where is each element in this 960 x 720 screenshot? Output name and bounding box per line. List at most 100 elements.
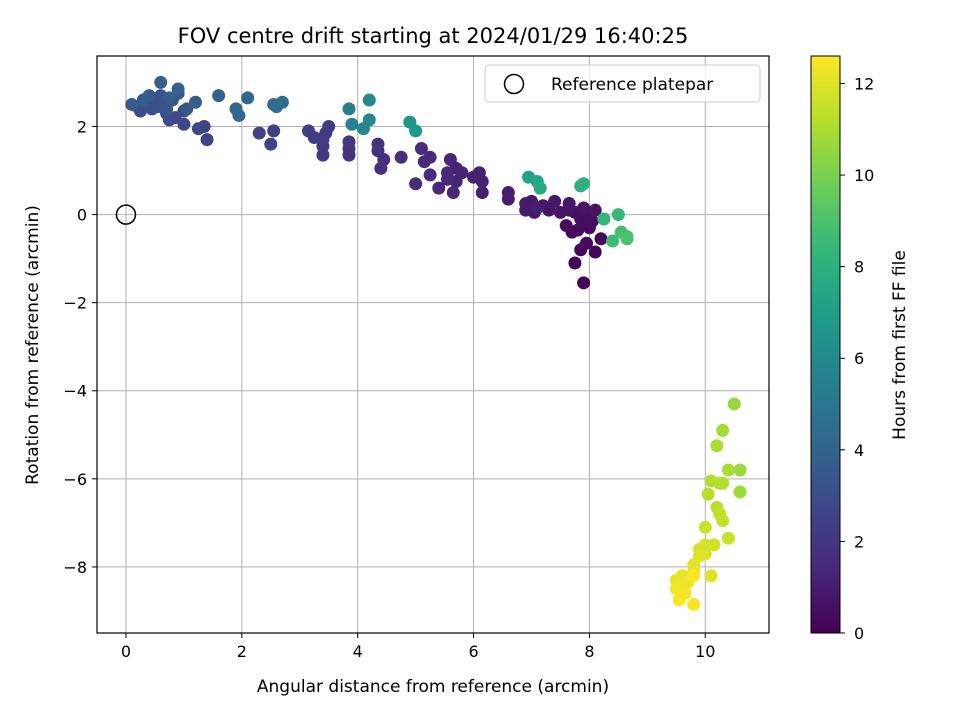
data-point	[275, 95, 289, 109]
y-axis-title: Rotation from reference (arcmin)	[23, 205, 43, 485]
data-point	[716, 514, 730, 528]
data-points	[115, 75, 747, 611]
data-point	[443, 153, 457, 167]
data-point	[475, 186, 489, 200]
colorbar: Hours from first FF file 0 2 4 6 8 10 12	[810, 55, 910, 643]
data-point	[687, 569, 701, 583]
x-tick-label: 0	[121, 642, 131, 661]
legend-reference-marker	[503, 73, 525, 95]
y-tick-label: −4	[63, 382, 87, 401]
data-point	[733, 463, 747, 477]
data-point	[721, 531, 735, 545]
data-point	[371, 137, 385, 151]
data-point	[162, 91, 176, 105]
data-point	[342, 102, 356, 116]
data-point	[562, 197, 576, 211]
axes: 0 2 4 6 8 10 −8 −6 −4 −2 0 2	[63, 55, 770, 661]
data-point	[716, 423, 730, 437]
colorbar-tick-label: 0	[854, 624, 864, 643]
x-tick-label: 6	[468, 642, 478, 661]
data-point	[264, 137, 278, 151]
data-point	[467, 170, 481, 184]
x-axis-title: Angular distance from reference (arcmin)	[257, 677, 609, 697]
data-point	[588, 203, 602, 217]
data-point	[252, 126, 266, 140]
colorbar-tick-label: 2	[854, 532, 864, 551]
data-point	[701, 487, 715, 501]
data-point	[232, 108, 246, 122]
chart-title: FOV centre drift starting at 2024/01/29 …	[178, 24, 689, 48]
data-point	[606, 234, 620, 248]
data-point	[394, 150, 408, 164]
y-tick-label: 0	[77, 206, 87, 225]
reference-point-marker	[115, 204, 137, 225]
data-point	[594, 232, 608, 246]
data-point	[414, 141, 428, 155]
y-tick-label: −2	[63, 294, 87, 313]
data-point	[533, 181, 547, 195]
data-point	[559, 219, 573, 233]
data-point	[342, 135, 356, 149]
data-point	[374, 161, 388, 175]
colorbar-tick-label: 12	[854, 74, 874, 93]
data-point	[672, 593, 686, 607]
legend: Reference platepar	[484, 64, 761, 103]
data-point	[267, 124, 281, 138]
data-point	[620, 232, 634, 246]
colorbar-tick-label: 4	[854, 441, 864, 460]
colorbar-label: Hours from first FF file	[890, 250, 910, 440]
x-tick-label: 4	[353, 642, 363, 661]
data-point	[733, 485, 747, 499]
x-tick-label: 10	[695, 642, 715, 661]
data-point	[200, 133, 214, 147]
legend-entry-reference: Reference platepar	[551, 75, 713, 95]
data-point	[188, 95, 202, 109]
data-point	[548, 194, 562, 208]
data-point	[345, 117, 359, 131]
data-point	[577, 177, 591, 191]
data-point	[191, 122, 205, 136]
data-point	[568, 256, 582, 270]
data-point	[171, 82, 185, 96]
colorbar-gradient	[810, 55, 841, 634]
data-point	[588, 245, 602, 259]
data-point	[553, 205, 567, 219]
data-point	[580, 236, 594, 250]
data-point	[501, 186, 515, 200]
data-point	[698, 520, 712, 534]
data-point	[530, 201, 544, 215]
data-point	[423, 150, 437, 164]
data-point	[432, 181, 446, 195]
y-tick-label: 2	[77, 117, 87, 136]
y-tick-label: −8	[63, 558, 87, 577]
data-point	[362, 93, 376, 107]
data-point	[362, 113, 376, 127]
data-point	[423, 168, 437, 182]
data-point	[727, 397, 741, 411]
data-point	[409, 177, 423, 191]
data-point	[710, 439, 724, 453]
data-point	[301, 124, 315, 138]
data-point	[577, 201, 591, 215]
data-point	[716, 476, 730, 490]
data-point	[440, 166, 454, 180]
colorbar-tick-label: 8	[854, 258, 864, 277]
x-tick-label: 2	[237, 642, 247, 661]
data-point	[212, 89, 226, 103]
data-point	[721, 463, 735, 477]
data-point	[125, 97, 139, 111]
data-point	[142, 89, 156, 103]
colorbar-tick-label: 6	[854, 349, 864, 368]
data-point	[611, 208, 625, 222]
x-tick-label: 8	[584, 642, 594, 661]
data-point	[446, 186, 460, 200]
data-point	[597, 212, 611, 226]
data-point	[577, 276, 591, 290]
data-point	[687, 597, 701, 611]
data-point	[322, 119, 336, 133]
legend-box	[484, 64, 761, 103]
plot-frame	[96, 55, 770, 634]
data-point	[241, 91, 255, 105]
data-point	[154, 75, 168, 89]
y-tick-label: −6	[63, 470, 87, 489]
